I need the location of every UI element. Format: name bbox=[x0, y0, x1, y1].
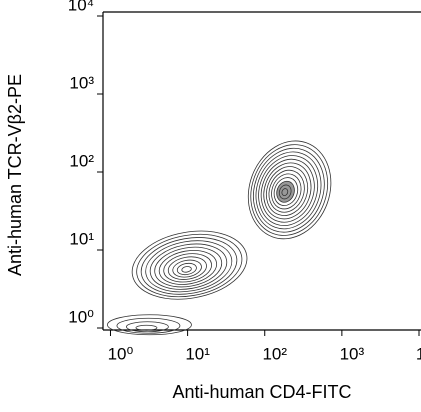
contour bbox=[172, 259, 202, 278]
y-tick-label: 10¹ bbox=[69, 229, 94, 248]
contour bbox=[260, 158, 315, 223]
y-tick-label: 10⁴ bbox=[68, 0, 94, 14]
y-axis-title: Anti-human TCR-Vβ2-PE bbox=[5, 74, 25, 276]
contour bbox=[273, 177, 299, 206]
x-tick-label: 10⁰ bbox=[108, 344, 134, 363]
x-tick-label: 10¹ bbox=[185, 344, 210, 363]
contour bbox=[131, 230, 248, 300]
contour bbox=[154, 246, 223, 288]
y-tick-label: 10² bbox=[69, 151, 94, 170]
contour bbox=[145, 240, 233, 293]
contour bbox=[135, 324, 158, 331]
contour bbox=[176, 262, 197, 276]
y-tick-label: 10³ bbox=[69, 73, 94, 92]
contour bbox=[271, 173, 302, 210]
contour bbox=[140, 237, 238, 295]
contour bbox=[281, 188, 289, 196]
contour bbox=[167, 256, 207, 280]
x-tick-label: 10³ bbox=[340, 344, 365, 363]
contour bbox=[255, 151, 322, 230]
contour bbox=[265, 166, 309, 216]
contour bbox=[116, 317, 181, 334]
y-tick-label: 10⁰ bbox=[68, 307, 94, 326]
contour bbox=[149, 243, 228, 290]
contour bbox=[158, 250, 218, 285]
contour bbox=[136, 233, 243, 298]
x-tick-label: 10² bbox=[262, 344, 287, 363]
contour bbox=[268, 169, 305, 213]
contour bbox=[107, 314, 192, 336]
x-tick-label: 10⁴ bbox=[416, 344, 421, 363]
contour bbox=[263, 162, 312, 220]
contour bbox=[253, 147, 325, 233]
contour bbox=[126, 321, 169, 333]
contour bbox=[250, 144, 328, 236]
contour bbox=[181, 266, 192, 273]
contour bbox=[163, 253, 212, 283]
x-axis-title: Anti-human CD4-FITC bbox=[172, 382, 351, 402]
contour bbox=[247, 140, 332, 240]
contour bbox=[258, 155, 319, 226]
